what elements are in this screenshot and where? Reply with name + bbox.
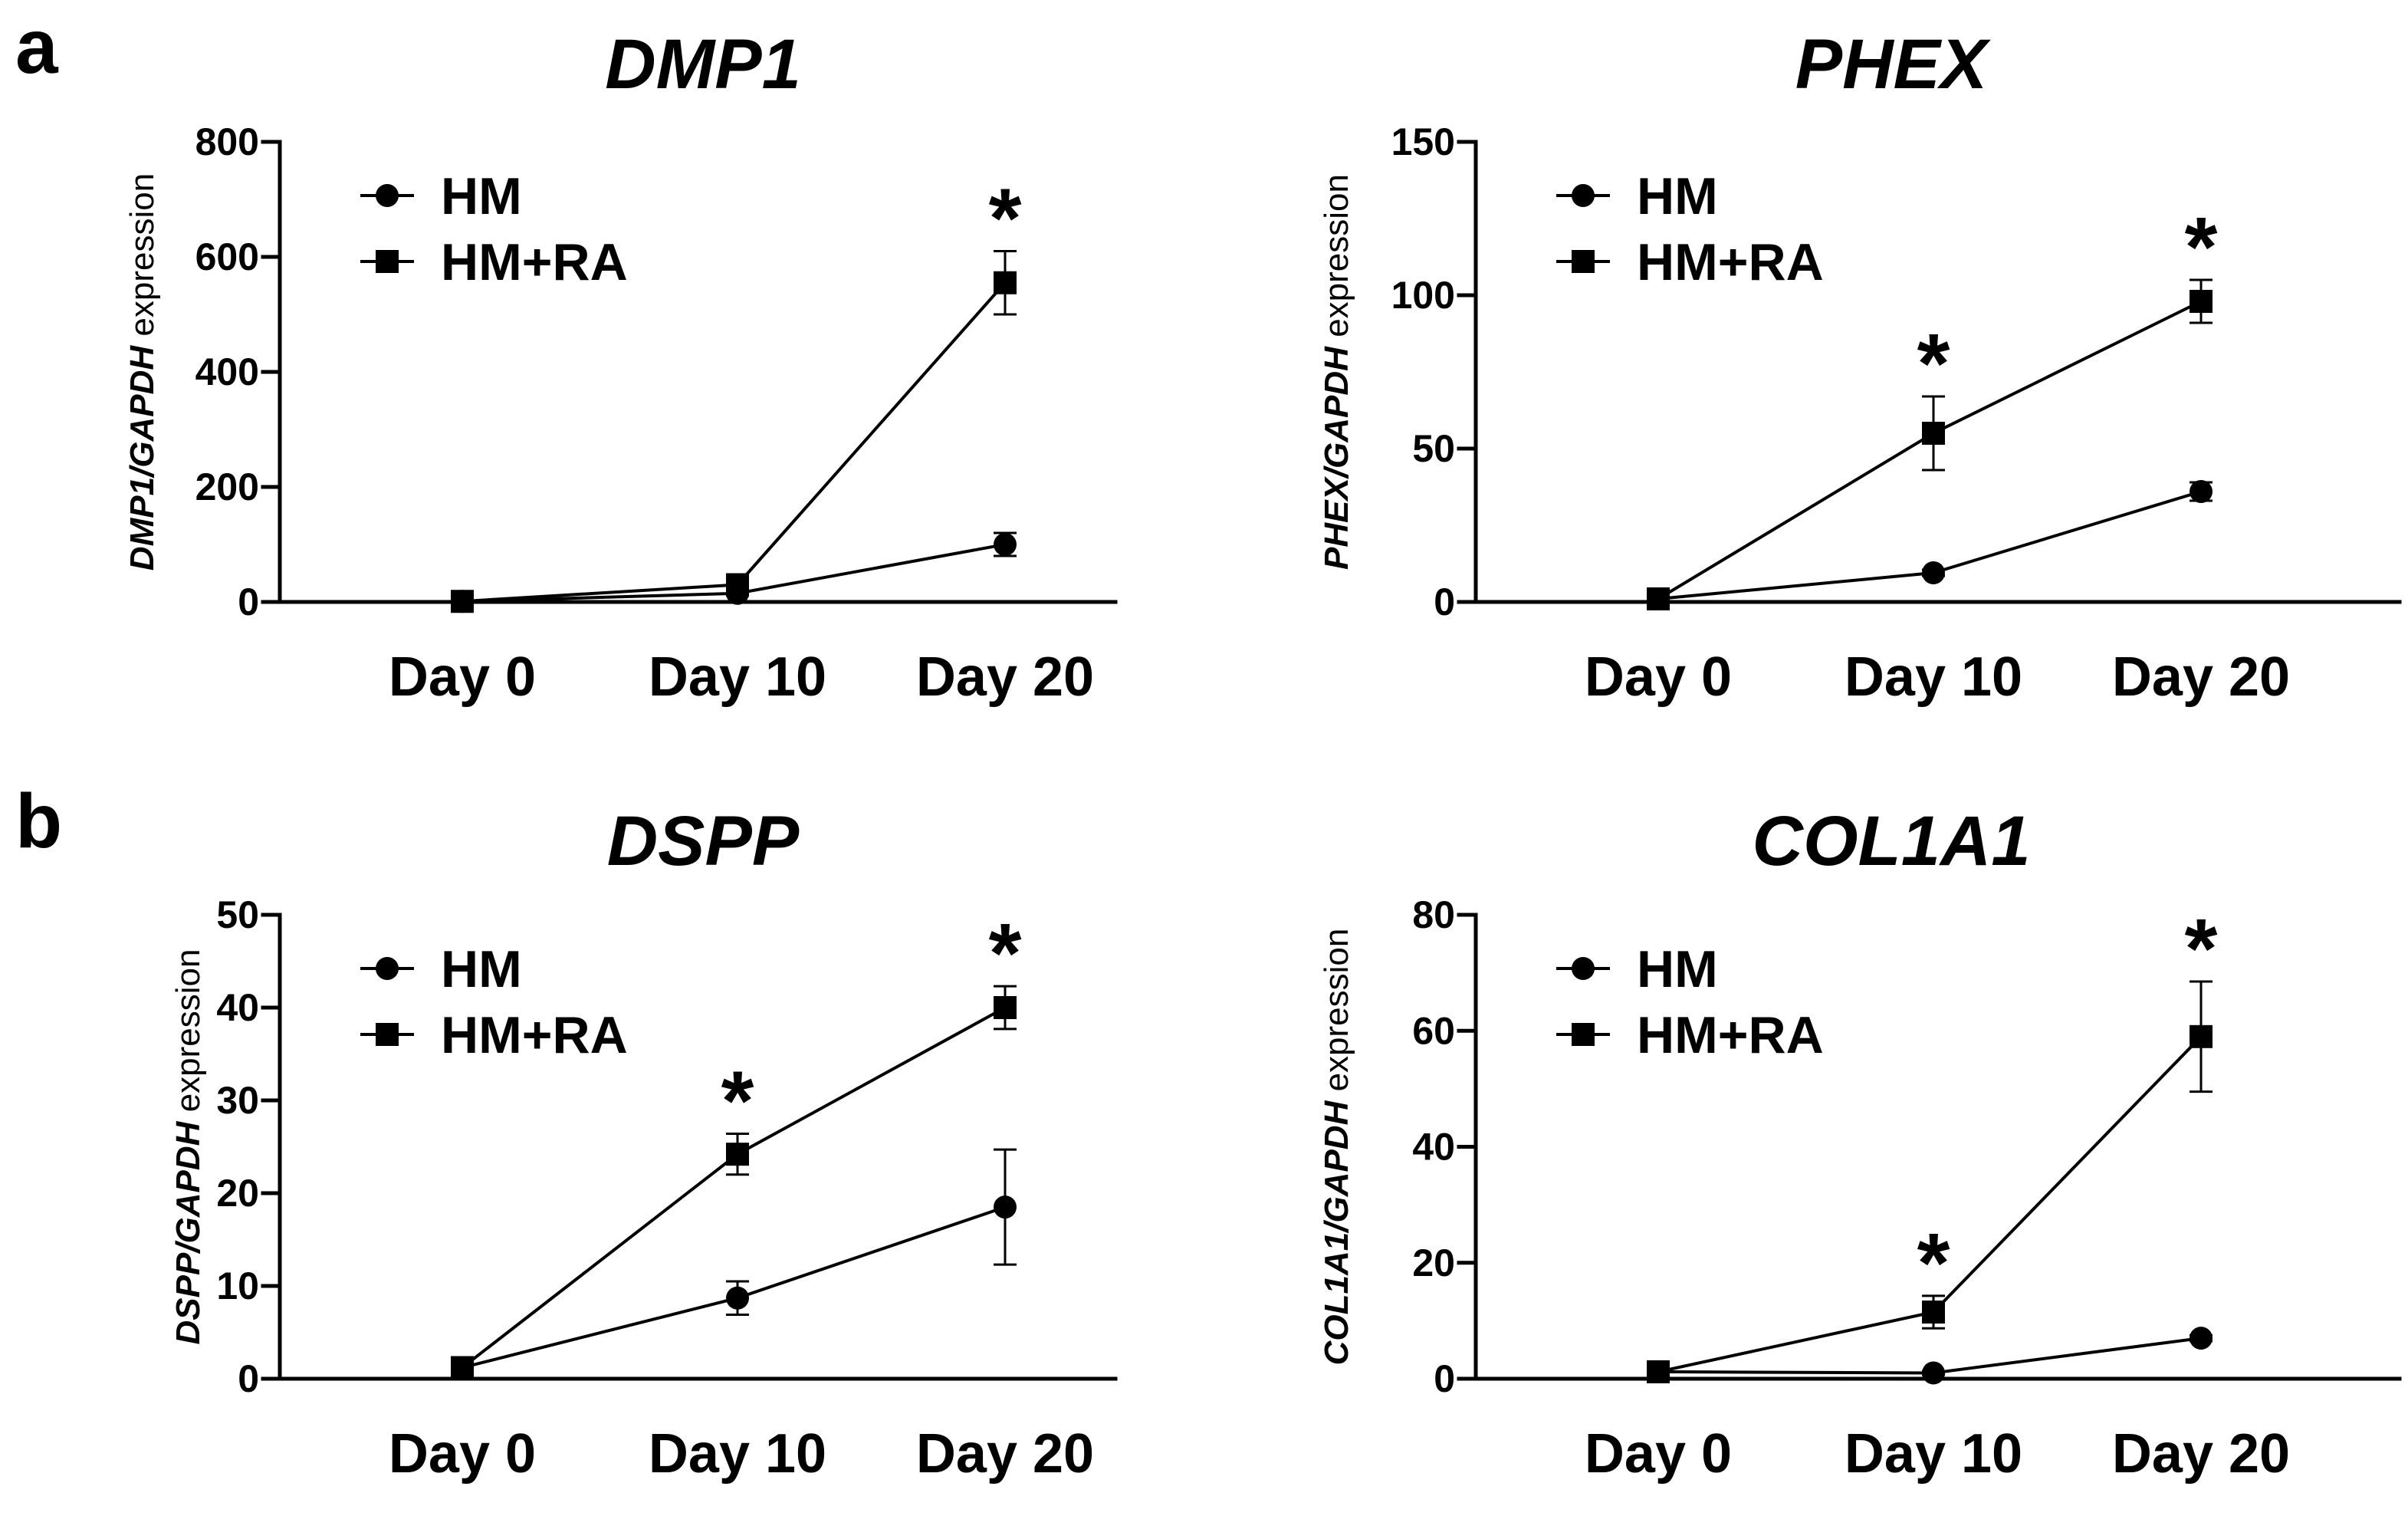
y-axis-label: DMP1/GAPDH expression [123, 173, 161, 571]
y-axis-label-suffix: expression [1318, 929, 1355, 1101]
data-point-hm-ra [1647, 1360, 1670, 1383]
y-tick-label: 60 [1412, 1009, 1455, 1052]
legend-marker [376, 1023, 399, 1046]
significance-asterisk: * [2185, 200, 2218, 294]
legend-marker [376, 957, 399, 980]
data-point-hm-ra [451, 1356, 474, 1380]
data-point-hm-ra [2190, 1024, 2213, 1048]
y-tick-label: 0 [238, 1357, 259, 1400]
y-tick-label: 0 [1434, 580, 1455, 623]
x-tick-label: Day 20 [2112, 1423, 2290, 1485]
x-tick-label: Day 20 [916, 1423, 1094, 1485]
x-tick-label: Day 0 [1585, 646, 1732, 708]
chart-title: PHEX [1795, 25, 1991, 104]
y-tick-label: 20 [216, 1172, 259, 1215]
data-point-hm [1922, 561, 1945, 584]
y-tick-label: 20 [1412, 1241, 1455, 1284]
significance-asterisk: * [721, 1054, 754, 1149]
chart-title: DMP1 [605, 25, 801, 104]
panel-letter-a: a [15, 4, 59, 90]
x-tick-label: Day 20 [2112, 646, 2290, 708]
y-axis-label: DSPP/GAPDH expression [169, 949, 207, 1345]
data-point-hm-ra [726, 1143, 749, 1166]
chart-dmp1: DMP1 0 200 400 600 800 DMP1/GAPDH expression Da… [123, 25, 1118, 708]
x-tick-label: Day 10 [1845, 646, 2022, 708]
legend-label: HM [1637, 167, 1718, 225]
data-point-hm [726, 1286, 749, 1310]
x-tick-label: Day 10 [649, 646, 826, 708]
y-tick-label: 400 [195, 350, 259, 393]
x-tick-label: Day 0 [389, 646, 536, 708]
data-point-hm [994, 533, 1017, 556]
data-point-hm [1922, 1361, 1945, 1385]
y-tick-label: 80 [1412, 893, 1455, 936]
chart-col1a1: COL1A1 0 20 40 60 80 COL1A1/GAPDH expression Da… [1318, 802, 2402, 1485]
y-tick-label: 30 [216, 1079, 259, 1122]
y-tick-label: 800 [195, 120, 259, 163]
chart-title: COL1A1 [1753, 802, 2031, 880]
data-point-hm-ra [451, 590, 474, 613]
y-tick-label: 200 [195, 465, 259, 508]
x-tick-label: Day 20 [916, 646, 1094, 708]
x-tick-label: Day 0 [1585, 1423, 1732, 1485]
data-point-hm-ra [1922, 422, 1945, 445]
y-axis-label-gene: DSPP/GAPDH [169, 1120, 207, 1344]
chart-title: DSPP [607, 802, 800, 880]
y-tick-label: 0 [238, 580, 259, 623]
legend-marker [1572, 184, 1595, 207]
y-tick-label: 0 [1434, 1357, 1455, 1400]
legend-label: HM [441, 167, 522, 225]
series-line-hm-ra [462, 281, 1007, 603]
y-axis-label: COL1A1/GAPDH expression [1318, 929, 1355, 1366]
legend-label: HM [441, 940, 522, 998]
significance-asterisk: * [1917, 1216, 1950, 1310]
y-axis-label-suffix: expression [1318, 174, 1355, 347]
y-tick-label: 40 [1412, 1126, 1455, 1169]
y-tick-label: 50 [216, 893, 259, 936]
legend-marker [376, 250, 399, 273]
legend-label: HM+RA [1637, 1006, 1824, 1064]
legend-marker [1572, 957, 1595, 980]
legend-marker [376, 184, 399, 207]
y-axis-label-gene: PHEX/GAPDH [1318, 346, 1355, 570]
panel-letter-b: b [15, 778, 62, 864]
significance-asterisk: * [1917, 317, 1950, 411]
y-tick-label: 50 [1412, 427, 1455, 470]
y-axis-label-suffix: expression [169, 949, 207, 1122]
legend-label: HM+RA [1637, 233, 1824, 291]
data-point-hm-ra [994, 996, 1017, 1019]
y-tick-label: 10 [216, 1264, 259, 1307]
significance-asterisk: * [989, 906, 1022, 1001]
data-point-hm [2190, 1327, 2213, 1350]
data-point-hm [2190, 480, 2213, 503]
significance-asterisk: * [2185, 902, 2218, 996]
y-tick-label: 150 [1391, 120, 1455, 163]
y-tick-label: 100 [1391, 274, 1455, 317]
legend-marker [1572, 1023, 1595, 1046]
x-tick-label: Day 10 [1845, 1423, 2022, 1485]
y-axis-label-suffix: expression [123, 173, 161, 346]
data-point-hm-ra [1647, 587, 1670, 610]
significance-asterisk: * [989, 172, 1022, 266]
legend-label: HM+RA [441, 233, 628, 291]
legend-label: HM+RA [441, 1006, 628, 1064]
data-point-hm-ra [726, 573, 749, 597]
data-point-hm-ra [994, 271, 1017, 294]
y-axis-label-gene: COL1A1/GAPDH [1318, 1100, 1355, 1365]
data-point-hm-ra [2190, 290, 2213, 313]
x-tick-label: Day 10 [649, 1423, 826, 1485]
chart-phex: PHEX 0 50 100 150 PHEX/GAPDH expression Day 0 D… [1318, 25, 2402, 708]
y-axis-label: PHEX/GAPDH expression [1318, 174, 1355, 570]
y-tick-label: 600 [195, 235, 259, 278]
legend-marker [1572, 250, 1595, 273]
y-axis-label-gene: DMP1/GAPDH [123, 345, 161, 571]
data-point-hm [994, 1195, 1017, 1219]
y-tick-label: 40 [216, 986, 259, 1029]
data-point-hm-ra [1922, 1301, 1945, 1324]
x-tick-label: Day 0 [389, 1423, 536, 1485]
legend-label: HM [1637, 940, 1718, 998]
